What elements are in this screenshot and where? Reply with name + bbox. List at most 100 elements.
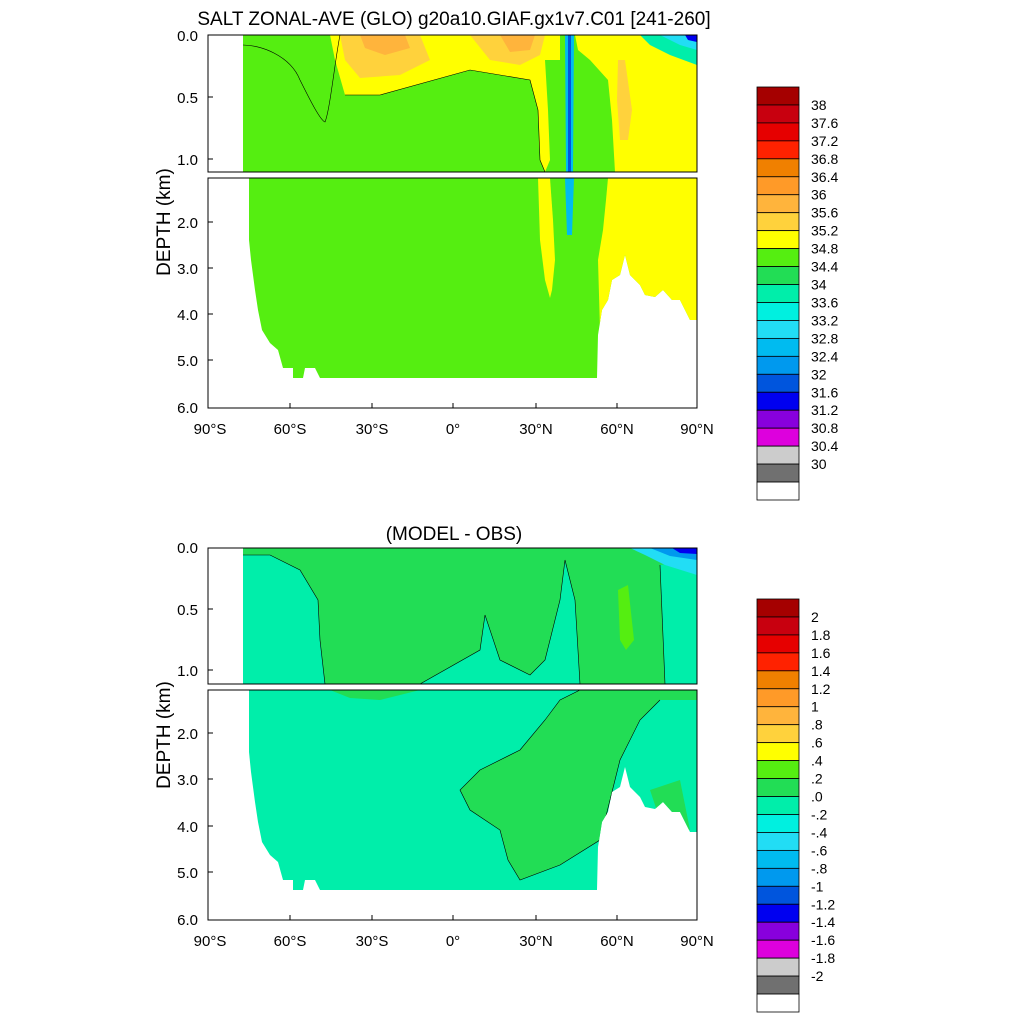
- colorbar-label: .2: [811, 771, 823, 787]
- colorbar-swatch: [756, 796, 800, 815]
- contour-line: [243, 35, 341, 123]
- positive-anomaly-region: [330, 690, 420, 700]
- positive-anomaly-region: [243, 548, 697, 684]
- colorbar-swatch: [756, 212, 800, 232]
- colorbar-label: -.6: [811, 842, 828, 858]
- colorbar-swatch: [756, 670, 800, 690]
- contour-line: [345, 69, 546, 172]
- contour-line: [243, 554, 326, 684]
- colorbar-label: -.2: [811, 806, 828, 822]
- colorbar-label: -1.6: [811, 932, 835, 948]
- arctic-anomaly: [672, 548, 697, 554]
- colorbar-label: 36: [811, 187, 827, 203]
- colorbar-swatch: [756, 158, 800, 178]
- y-tick-label: 0.0: [177, 28, 198, 45]
- chart-title: SALT ZONAL-AVE (GLO) g20a10.GIAF.gx1v7.C…: [197, 9, 710, 30]
- positive-anomaly-region: [618, 585, 634, 650]
- yellow-region: [538, 178, 555, 298]
- colorbar: 3837.637.236.836.43635.635.234.834.43433…: [756, 86, 838, 501]
- blue-strait: [568, 35, 571, 172]
- yellow-region-north: [598, 178, 697, 330]
- y-tick-label: 5.0: [177, 353, 198, 370]
- x-tick-label: 60°N: [600, 933, 634, 950]
- colorbar-label: 32.8: [811, 330, 838, 346]
- colorbar-label: 1.6: [811, 645, 831, 661]
- chart-model-minus-obs: (MODEL - OBS): [154, 524, 835, 1013]
- colorbar-label: -2: [811, 968, 824, 984]
- colorbar-label: 35.2: [811, 223, 838, 239]
- colorbar-swatch: [756, 463, 800, 483]
- colorbar-label: 34.4: [811, 259, 838, 275]
- colorbar-label: .8: [811, 717, 823, 733]
- colorbar-swatch: [756, 724, 800, 744]
- x-ticks: 90°S 60°S 30°S 0° 30°N 60°N 90°N: [194, 403, 714, 438]
- colorbar-swatch: [756, 616, 800, 636]
- colorbar-swatch: [756, 266, 800, 285]
- colorbar-label: 1.8: [811, 627, 831, 643]
- y-tick-label: 5.0: [177, 865, 198, 882]
- colorbar-swatch: [756, 634, 800, 654]
- x-tick-label: 90°S: [194, 421, 227, 438]
- y-tick-label: 0.0: [177, 540, 198, 557]
- colorbar-swatch: [756, 355, 800, 375]
- x-tick-label: 0°: [446, 421, 460, 438]
- colorbar-swatch: [756, 939, 800, 959]
- contour-line: [659, 564, 666, 684]
- colorbar-label: 30: [811, 456, 827, 472]
- y-tick-label: 0.5: [177, 90, 198, 107]
- y-tick-label: 1.0: [177, 663, 198, 680]
- y-ticks: 0.0 0.5 1.0 2.0 3.0 4.0 5.0 6.0: [177, 28, 213, 417]
- colorbar-label: -1.2: [811, 896, 835, 912]
- colorbar-label: 1.4: [811, 663, 831, 679]
- colorbar-swatch: [756, 778, 800, 797]
- colorbar-label: 37.2: [811, 133, 838, 149]
- colorbar-label: 30.8: [811, 420, 838, 436]
- colorbar-swatch: [756, 248, 800, 267]
- lower-section-field: [207, 177, 698, 409]
- x-tick-label: 30°S: [356, 933, 389, 950]
- y-tick-label: 4.0: [177, 819, 198, 836]
- x-tick-label: 60°S: [274, 421, 307, 438]
- colorbar-swatch: [756, 867, 800, 887]
- colorbar-label: 1: [811, 699, 819, 715]
- x-tick-label: 30°N: [519, 421, 553, 438]
- colorbar-label: 36.8: [811, 151, 838, 167]
- colorbar-swatch: [756, 284, 800, 303]
- orange-region: [500, 35, 535, 52]
- colorbar-swatch: [756, 742, 800, 762]
- colorbar-swatch: [756, 849, 800, 869]
- contour-line: [459, 690, 661, 881]
- colorbar-swatch: [756, 993, 800, 1013]
- y-tick-label: 4.0: [177, 307, 198, 324]
- colorbar-label: 32: [811, 366, 827, 382]
- colorbar-swatch: [756, 337, 800, 357]
- colorbar-swatch: [756, 176, 800, 196]
- colorbar-swatch: [756, 140, 800, 160]
- x-tick-label: 0°: [446, 933, 460, 950]
- colorbar-label: 38: [811, 97, 827, 113]
- contour-line: [419, 559, 581, 684]
- y-tick-label: 6.0: [177, 400, 198, 417]
- colorbar-label: 33.6: [811, 294, 838, 310]
- y-tick-label: 3.0: [177, 261, 198, 278]
- colorbar-swatch: [756, 427, 800, 447]
- colorbar-label: -.8: [811, 860, 828, 876]
- x-tick-label: 30°N: [519, 933, 553, 950]
- chart-title: (MODEL - OBS): [386, 524, 523, 545]
- yellow-region-north: [575, 35, 697, 172]
- x-tick-label: 90°N: [680, 421, 714, 438]
- upper-section-field: [207, 34, 698, 173]
- colorbar-swatch: [756, 230, 800, 250]
- colorbar-swatch: [756, 903, 800, 923]
- colorbar-swatch: [756, 373, 800, 393]
- y-tick-label: 6.0: [177, 912, 198, 929]
- colorbar-swatch: [756, 706, 800, 726]
- y-axis-label: DEPTH (km): [154, 681, 175, 789]
- colorbar-swatch: [756, 652, 800, 672]
- arctic-fresh-region: [685, 35, 697, 42]
- orange-region: [360, 35, 410, 55]
- colorbar-swatch: [756, 885, 800, 905]
- colorbar-swatch: [756, 975, 800, 995]
- orange-region: [617, 60, 632, 140]
